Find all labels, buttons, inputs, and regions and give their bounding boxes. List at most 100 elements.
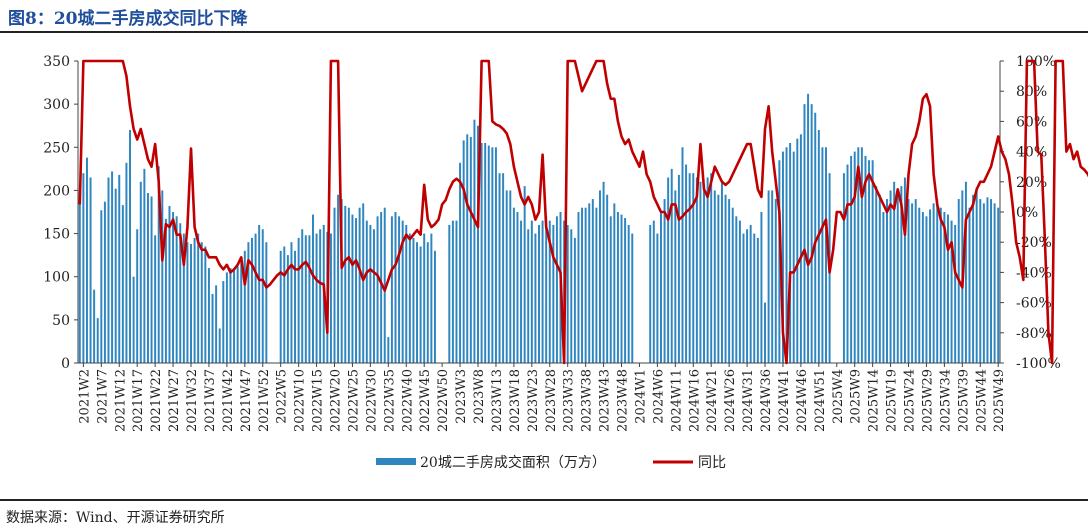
bar [143, 168, 146, 363]
bar [100, 210, 103, 363]
bar [484, 142, 487, 363]
bar [207, 268, 210, 363]
bar [297, 237, 300, 363]
bar [111, 171, 114, 363]
bar [405, 224, 408, 363]
bar [480, 142, 483, 363]
bar [929, 209, 932, 363]
bar [369, 224, 372, 363]
x-tick-label: 2021W2 [77, 369, 92, 424]
bar [93, 289, 96, 363]
bar [986, 197, 989, 363]
bar [509, 190, 512, 363]
bar [900, 186, 903, 363]
x-tick-label: 2022W10 [293, 369, 308, 432]
bar [96, 318, 99, 363]
x-tick-label: 2024W1 [633, 369, 648, 424]
x-tick-label: 2022W15 [311, 369, 326, 432]
bar [616, 212, 619, 363]
x-tick-label: 2022W5 [275, 369, 290, 424]
bar [652, 220, 655, 363]
bar [279, 250, 282, 363]
bar [713, 190, 716, 363]
x-tick-label: 2023W33 [562, 369, 577, 432]
x-tick-label: 2025W34 [938, 369, 953, 432]
bar [344, 205, 347, 363]
bar [265, 242, 268, 363]
bar [731, 207, 734, 363]
bar [365, 220, 368, 363]
bar [918, 207, 921, 363]
bar [667, 177, 670, 363]
bar [538, 224, 540, 363]
bar [157, 166, 160, 363]
bar [792, 151, 795, 363]
bar [358, 207, 361, 363]
bar [677, 174, 680, 363]
bar [236, 266, 239, 363]
bar [82, 173, 85, 363]
bar [570, 229, 573, 363]
bar [968, 207, 971, 363]
x-tick-label: 2025W4 [831, 369, 846, 424]
bar [233, 268, 236, 363]
x-tick-label: 2021W37 [203, 369, 218, 432]
source-note: 数据来源：Wind、开源证券研究所 [6, 510, 225, 526]
legend-swatch-bar [376, 458, 416, 465]
y2-tick-label: -40% [1016, 265, 1052, 281]
bar [566, 224, 569, 363]
bar [785, 147, 788, 363]
x-tick-label: 2021W17 [131, 369, 146, 432]
bar [337, 194, 340, 363]
bar [720, 181, 723, 363]
y2-tick-label: -60% [1016, 296, 1052, 312]
bar [261, 229, 264, 363]
bar [380, 212, 383, 363]
bar [182, 233, 185, 363]
bar [146, 193, 149, 363]
bar [333, 207, 336, 363]
bar [290, 242, 293, 363]
bar [555, 216, 558, 363]
bar [469, 136, 472, 363]
bar [746, 229, 749, 363]
bar [154, 235, 157, 363]
bar [853, 151, 856, 363]
x-tick-label: 2025W49 [992, 369, 1007, 432]
bar [329, 233, 332, 363]
x-tick-label: 2023W28 [544, 369, 559, 432]
y2-tick-label: -80% [1016, 326, 1052, 342]
bar [394, 212, 397, 363]
bar [979, 199, 982, 363]
bar [724, 194, 727, 363]
y-tick-label: 100 [43, 270, 70, 286]
bar [609, 216, 612, 363]
x-tick-label: 2025W29 [920, 369, 935, 432]
x-tick-label: 2022W40 [400, 369, 415, 432]
bar [286, 255, 289, 363]
bar [304, 235, 307, 363]
bar [681, 147, 684, 363]
bar [523, 186, 526, 363]
bar [749, 224, 752, 363]
bar [383, 207, 386, 363]
x-tick-label: 2025W9 [849, 369, 864, 424]
bar [864, 155, 867, 363]
bar [301, 229, 304, 363]
bar [530, 220, 533, 363]
bar [699, 181, 702, 363]
bar [243, 250, 246, 363]
bar [842, 173, 845, 363]
bar [121, 205, 124, 363]
bar [251, 237, 253, 363]
bar [728, 199, 731, 363]
bar [875, 186, 878, 363]
bar [889, 190, 892, 363]
bar [85, 157, 88, 363]
bar [685, 164, 688, 363]
bar [588, 203, 591, 363]
bar [796, 138, 799, 363]
bar [312, 214, 314, 363]
x-tick-label: 2025W39 [956, 369, 971, 432]
bar [466, 134, 469, 363]
